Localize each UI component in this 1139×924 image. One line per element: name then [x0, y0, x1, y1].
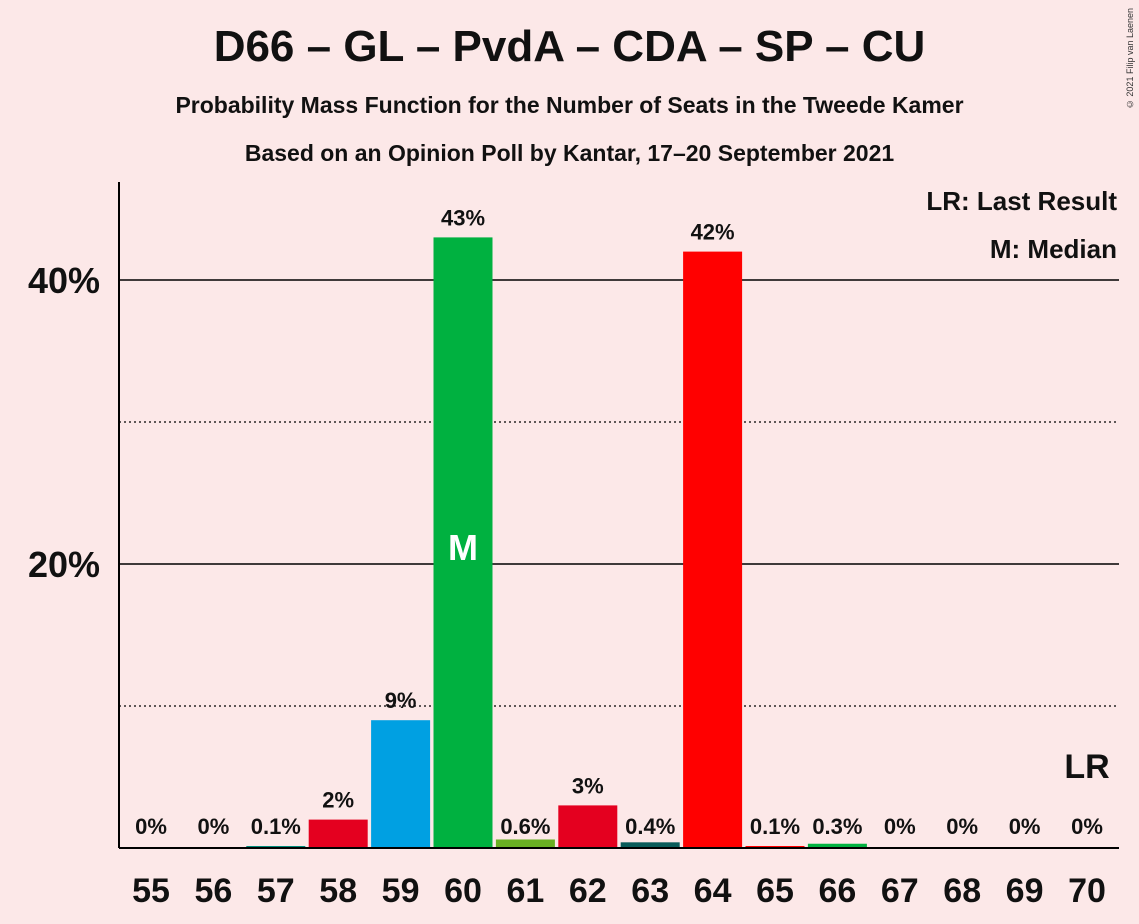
x-tick-label-66: 66 [818, 872, 856, 910]
x-tick-label-62: 62 [569, 872, 607, 910]
data-label-68: 0% [946, 814, 978, 839]
chart-subtitle: Probability Mass Function for the Number… [175, 92, 964, 118]
bar-61 [495, 839, 555, 848]
y-tick-label: 40% [28, 260, 100, 301]
bar-60 [433, 237, 493, 848]
data-label-56: 0% [198, 814, 230, 839]
bar-62 [558, 805, 618, 848]
data-label-58: 2% [322, 788, 354, 813]
chart-title: D66 – GL – PvdA – CDA – SP – CU [213, 22, 926, 71]
data-label-65: 0.1% [750, 814, 800, 839]
bar-66 [807, 843, 867, 848]
chart-source: Based on an Opinion Poll by Kantar, 17–2… [244, 140, 895, 166]
bar-59 [371, 720, 431, 848]
data-label-62: 3% [572, 773, 604, 798]
data-label-70: 0% [1071, 814, 1103, 839]
data-label-64: 42% [691, 220, 735, 245]
x-tick-label-55: 55 [132, 872, 170, 910]
x-tick-label-65: 65 [756, 872, 794, 910]
data-label-61: 0.6% [500, 814, 550, 839]
data-label-57: 0.1% [251, 814, 301, 839]
legend-last-result: LR: Last Result [926, 186, 1117, 216]
x-tick-label-67: 67 [881, 872, 919, 910]
bar-58 [308, 819, 368, 848]
x-tick-label-69: 69 [1006, 872, 1044, 910]
x-tick-label-60: 60 [444, 872, 482, 910]
x-tick-label-64: 64 [694, 872, 732, 910]
x-tick-label-57: 57 [257, 872, 295, 910]
median-marker: M [448, 527, 478, 568]
data-label-63: 0.4% [625, 814, 675, 839]
data-label-67: 0% [884, 814, 916, 839]
bar-63 [620, 842, 680, 848]
x-tick-label-61: 61 [506, 872, 544, 910]
x-tick-label-63: 63 [631, 872, 669, 910]
y-tick-label: 20% [28, 544, 100, 585]
data-label-66: 0.3% [812, 814, 862, 839]
x-tick-label-70: 70 [1068, 872, 1106, 910]
last-result-marker: LR [1064, 748, 1109, 786]
data-label-69: 0% [1009, 814, 1041, 839]
data-label-59: 9% [385, 688, 417, 713]
x-tick-label-68: 68 [943, 872, 981, 910]
x-tick-label-56: 56 [194, 872, 232, 910]
x-tick-label-58: 58 [319, 872, 357, 910]
bar-64 [683, 251, 743, 849]
legend-median: M: Median [990, 234, 1117, 264]
data-label-55: 0% [135, 814, 167, 839]
data-label-60: 43% [441, 205, 485, 230]
x-tick-label-59: 59 [382, 872, 420, 910]
